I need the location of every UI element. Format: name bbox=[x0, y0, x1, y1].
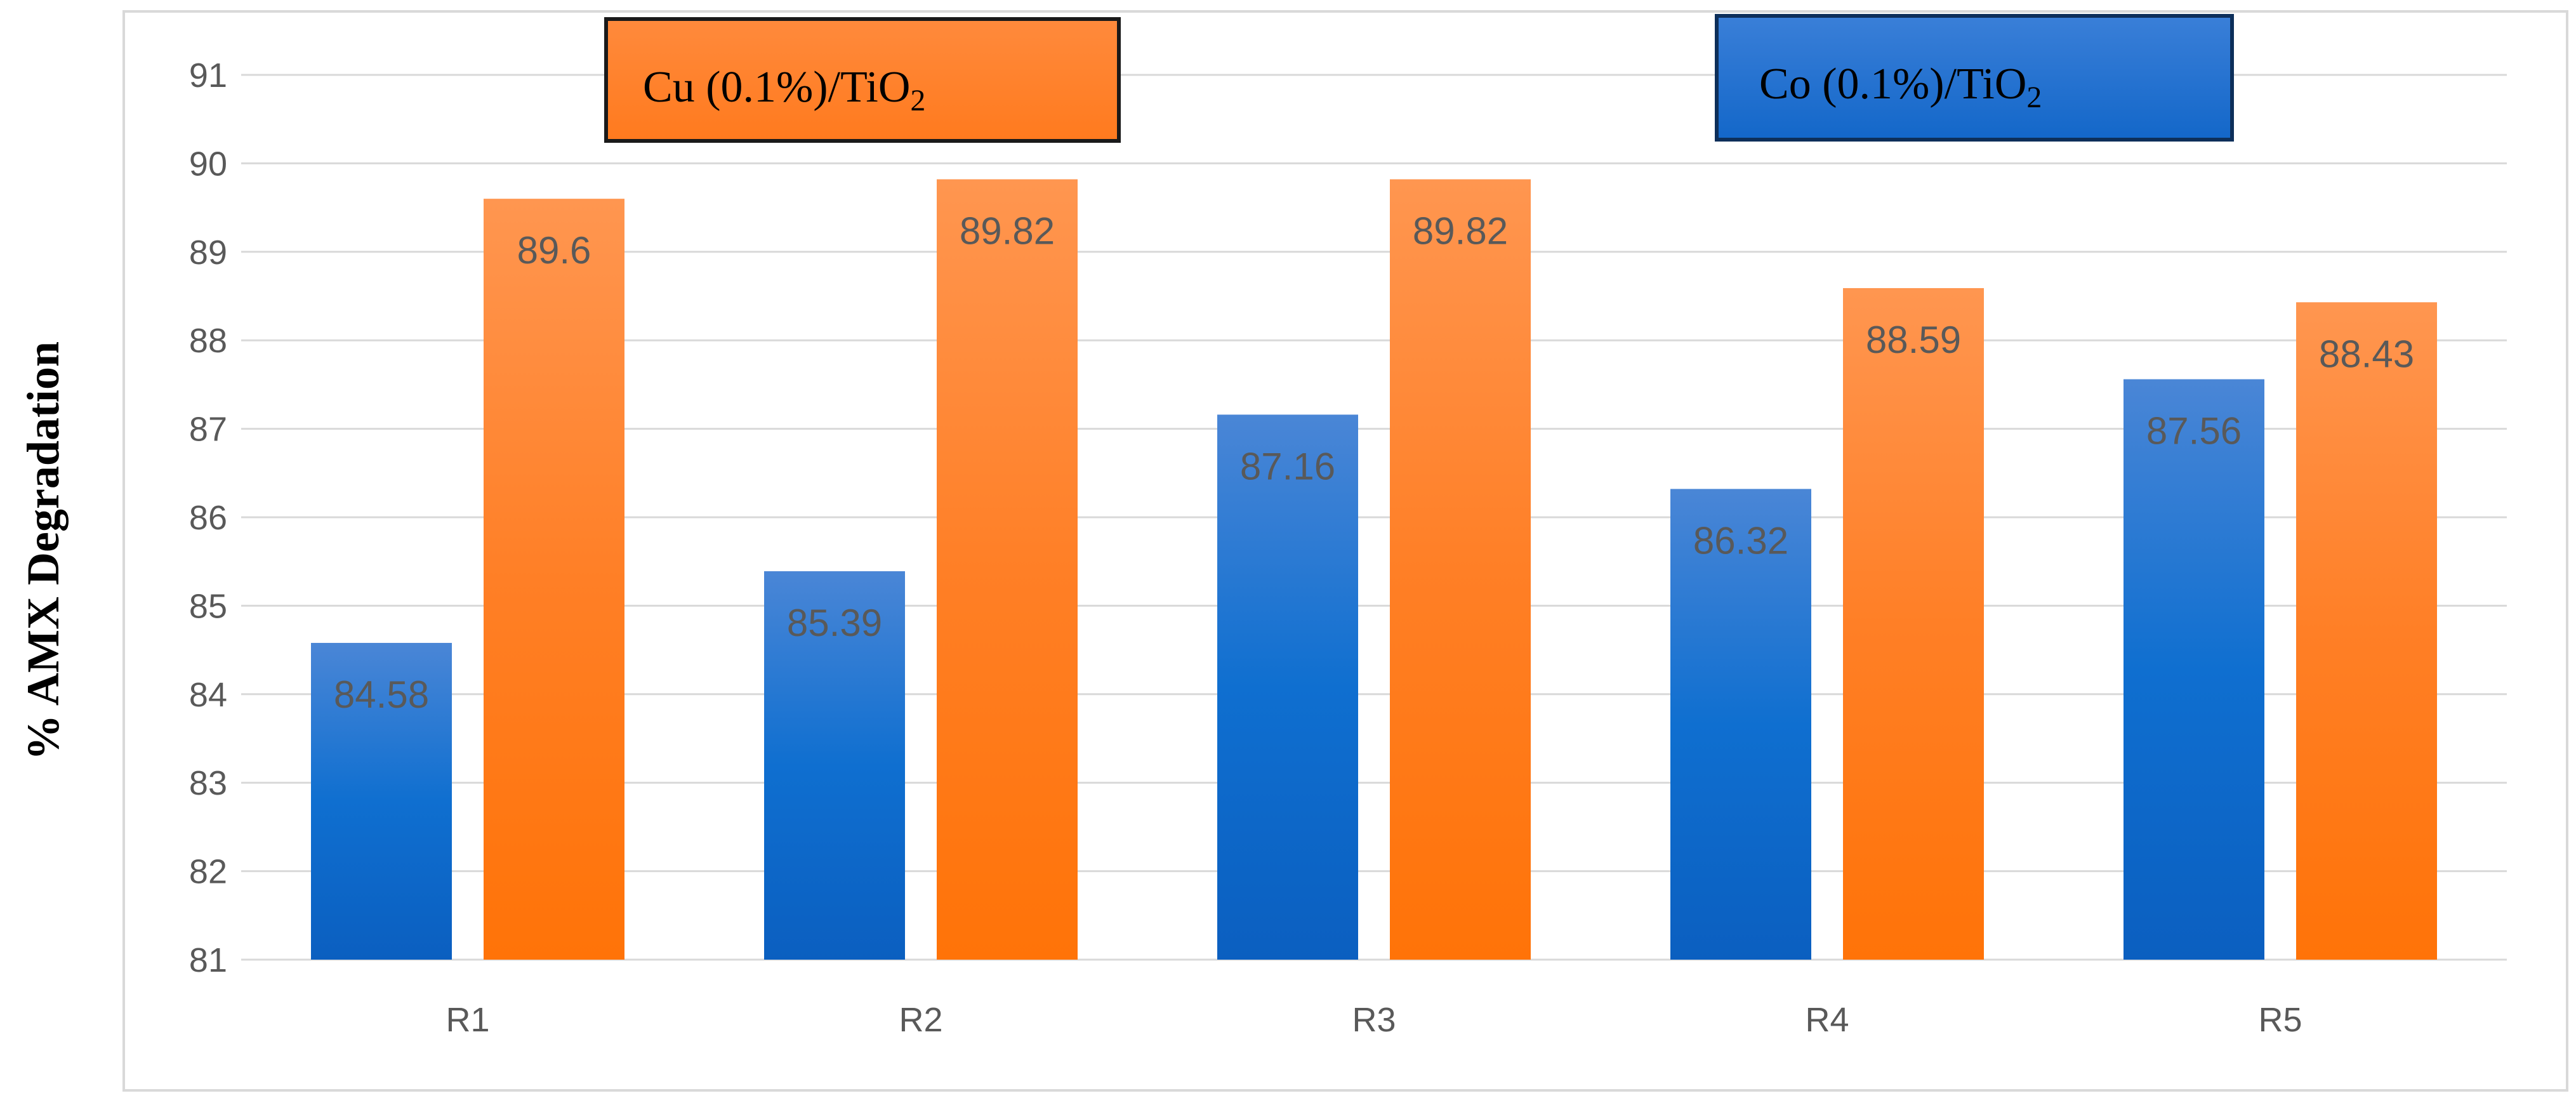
legend-cu-label: Cu (0.1%)/TiO2 bbox=[643, 63, 925, 117]
bar-co-r4 bbox=[1670, 489, 1811, 960]
bar-cu-r4 bbox=[1843, 288, 1984, 960]
y-tick-label: 84 bbox=[189, 676, 227, 714]
legend-cu-box bbox=[604, 17, 1121, 143]
bars bbox=[311, 179, 2437, 960]
legend-co: Co (0.1%)/TiO2 bbox=[1715, 14, 2234, 142]
legend-co-sub: 2 bbox=[2026, 81, 2042, 114]
y-tick-label: 81 bbox=[189, 941, 227, 979]
data-label-cu-r3: 89.82 bbox=[1413, 209, 1508, 252]
y-axis-title: % AMX Degradation bbox=[18, 341, 69, 760]
y-tick-label: 87 bbox=[189, 411, 227, 449]
y-tick-label: 90 bbox=[189, 145, 227, 183]
y-tick-label: 91 bbox=[189, 56, 227, 95]
y-tick-label: 89 bbox=[189, 234, 227, 272]
bar-co-r5 bbox=[2124, 379, 2264, 960]
legend-co-label: Co (0.1%)/TiO2 bbox=[1759, 60, 2042, 114]
legend-cu: Cu (0.1%)/TiO2 bbox=[604, 17, 1121, 143]
data-labels: 84.58 89.6 85.39 89.82 87.16 89.82 86.32 88.59 8… bbox=[334, 209, 2414, 715]
y-tick-labels: 81 82 83 84 85 86 87 88 89 90 91 bbox=[189, 56, 227, 979]
x-tick-label-r3: R3 bbox=[1352, 1001, 1396, 1039]
data-label-cu-r2: 89.82 bbox=[960, 209, 1055, 252]
y-tick-label: 88 bbox=[189, 322, 227, 360]
y-tick-label: 83 bbox=[189, 764, 227, 802]
data-label-co-r3: 87.16 bbox=[1240, 445, 1335, 487]
legend-co-box bbox=[1715, 14, 2234, 142]
x-tick-labels: R1 R2 R3 R4 R5 bbox=[446, 1001, 2302, 1039]
data-label-co-r4: 86.32 bbox=[1693, 519, 1788, 562]
data-label-cu-r5: 88.43 bbox=[2319, 333, 2414, 375]
data-label-co-r1: 84.58 bbox=[334, 673, 429, 716]
bar-cu-r2 bbox=[937, 179, 1078, 960]
y-tick-label: 86 bbox=[189, 499, 227, 537]
legend-co-text: Co (0.1%)/TiO bbox=[1759, 60, 2026, 109]
bar-co-r2 bbox=[764, 571, 905, 960]
data-label-cu-r1: 89.6 bbox=[517, 229, 591, 272]
bar-cu-r1 bbox=[484, 199, 624, 960]
x-tick-label-r4: R4 bbox=[1805, 1001, 1849, 1039]
x-tick-label-r2: R2 bbox=[899, 1001, 942, 1039]
x-tick-label-r1: R1 bbox=[446, 1001, 489, 1039]
data-label-cu-r4: 88.59 bbox=[1866, 319, 1961, 361]
data-label-co-r2: 85.39 bbox=[787, 602, 882, 644]
bar-co-r1 bbox=[311, 642, 452, 960]
legend-cu-text: Cu (0.1%)/TiO bbox=[643, 63, 910, 112]
legend-cu-sub: 2 bbox=[910, 84, 925, 117]
bar-co-r3 bbox=[1217, 414, 1358, 960]
y-tick-label: 82 bbox=[189, 853, 227, 891]
data-label-co-r5: 87.56 bbox=[2146, 410, 2242, 453]
y-tick-label: 85 bbox=[189, 587, 227, 625]
x-tick-label-r5: R5 bbox=[2258, 1001, 2302, 1039]
bar-cu-r5 bbox=[2296, 302, 2437, 960]
bar-cu-r3 bbox=[1390, 179, 1531, 960]
